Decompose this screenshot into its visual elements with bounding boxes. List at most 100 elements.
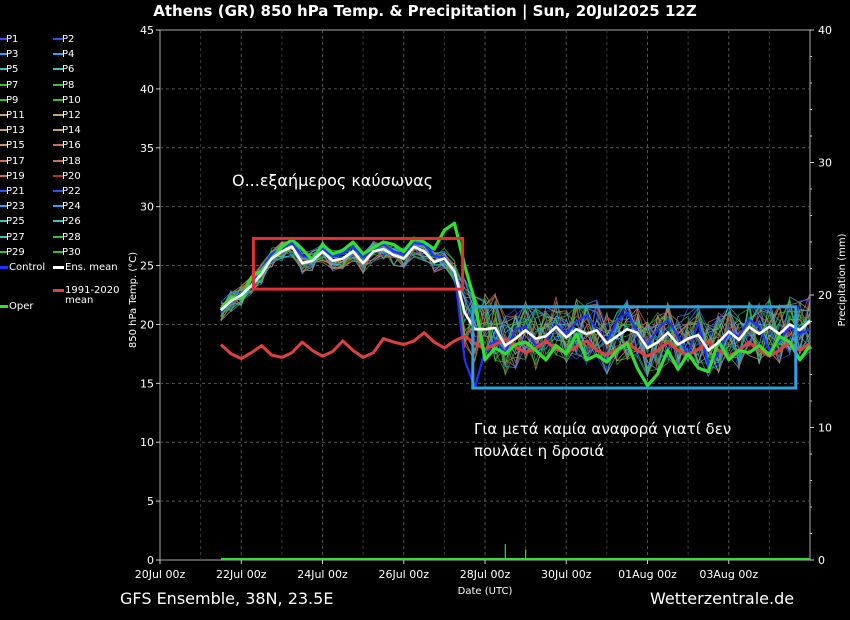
legend-swatch	[0, 205, 8, 208]
legend-swatch	[0, 304, 8, 308]
legend-swatch	[53, 98, 64, 101]
legend-label: P23	[6, 201, 25, 213]
legend-label: Ens. mean	[65, 262, 118, 273]
x-tick-label: 30Jul 00z	[541, 568, 592, 581]
legend-swatch	[0, 38, 8, 40]
y-tick-label: 45	[140, 24, 154, 37]
series-line-1991-2020-mean	[219, 331, 811, 361]
legend-swatch	[0, 144, 8, 147]
legend-label: P27	[6, 231, 25, 243]
legend-item-p23: P23	[0, 199, 25, 214]
x-tick-label: 20Jul 00z	[135, 568, 186, 581]
legend-item-p3: P3	[0, 47, 18, 62]
y2-tick-label: 30	[818, 157, 832, 170]
y2-axis-title: Precipitation (mm)	[837, 233, 848, 326]
heatwave-box	[251, 236, 465, 291]
legend-label: P28	[62, 231, 81, 243]
legend-swatch	[53, 144, 64, 147]
legend-item-p22: P22	[53, 184, 81, 199]
legend-swatch	[53, 220, 64, 223]
legend-label: P8	[62, 79, 75, 91]
legend-item-p17: P17	[0, 154, 25, 169]
legend-item-p18: P18	[53, 154, 81, 169]
y-axis-title: 850 hPa Temp. (°C)	[128, 252, 139, 348]
legend-item-p19: P19	[0, 169, 25, 184]
legend-item-p14: P14	[53, 123, 81, 138]
x-tick-label: 24Jul 00z	[297, 568, 348, 581]
legend-item-p20: P20	[53, 169, 81, 184]
legend-label: P24	[62, 201, 81, 213]
legend-swatch	[53, 205, 64, 208]
legend-swatch	[53, 159, 64, 162]
legend-swatch	[53, 53, 64, 56]
legend-label: P22	[62, 186, 81, 197]
legend-swatch	[0, 159, 8, 162]
legend-swatch	[53, 235, 64, 238]
legend-item-ens-mean: Ens. mean	[53, 260, 118, 275]
legend-item-p24: P24	[53, 199, 81, 214]
legend-item-p13: P13	[0, 123, 25, 138]
cool-period-box	[471, 305, 798, 390]
cool-period-annotation-line2: πουλάει η δροσιά	[474, 442, 605, 460]
legend-item-p16: P16	[53, 138, 81, 153]
cool-period-annotation-line1: Για μετά καμία αναφορά γιατί δεν	[474, 420, 732, 438]
legend-label: P20	[62, 170, 81, 182]
x-tick-label: 28Jul 00z	[460, 568, 511, 581]
legend-item-p28: P28	[53, 230, 81, 245]
x-tick-label: 01Aug 00z	[618, 568, 677, 581]
legend-swatch	[53, 38, 64, 40]
legend-item-p27: P27	[0, 230, 25, 245]
legend-item-p12: P12	[53, 108, 81, 123]
y2-tick-label: 10	[818, 422, 832, 435]
legend-item-p1: P1	[0, 32, 18, 47]
legend-swatch	[53, 288, 64, 292]
legend-label: P25	[6, 216, 25, 228]
series-line-ens-mean	[220, 245, 811, 352]
legend-item-p11: P11	[0, 108, 25, 123]
heatwave-annotation: Ο...εξαήμερος καύσωνας	[232, 171, 434, 190]
legend-item-p30: P30	[53, 245, 81, 260]
legend-label: P29	[6, 246, 25, 258]
legend-label: P21	[6, 186, 25, 197]
legend-label: P2	[62, 34, 75, 45]
legend-label: P13	[6, 125, 25, 137]
member-line-p29	[220, 239, 811, 376]
y2-tick-label: 20	[818, 289, 832, 302]
y-tick-label: 5	[147, 495, 154, 508]
legend-swatch	[0, 114, 8, 116]
legend-label: P9	[6, 94, 19, 106]
legend-label: P4	[62, 49, 75, 61]
legend-label: P19	[6, 170, 25, 182]
model-info: GFS Ensemble, 38N, 23.5E	[120, 589, 334, 608]
legend-label: P6	[62, 64, 75, 76]
legend-swatch	[53, 190, 64, 192]
legend-label: P11	[6, 110, 25, 121]
legend-label: P30	[62, 246, 81, 258]
series-line-oper	[219, 221, 812, 388]
legend-swatch	[53, 114, 64, 116]
legend-swatch	[53, 250, 64, 253]
y-tick-label: 10	[140, 436, 154, 449]
legend-label: P15	[6, 140, 25, 152]
y-tick-label: 30	[140, 201, 154, 214]
legend-item-p4: P4	[53, 47, 74, 62]
legend-label: Oper	[9, 301, 34, 312]
legend-item-p21: P21	[0, 184, 25, 199]
x-tick-label: 26Jul 00z	[378, 568, 429, 581]
legend-item-p6: P6	[53, 62, 74, 77]
legend-swatch	[53, 129, 64, 132]
legend-swatch	[0, 129, 8, 132]
legend-label: P14	[62, 125, 81, 137]
y-tick-label: 35	[140, 142, 154, 155]
legend-label: P1	[6, 34, 19, 45]
legend-swatch	[53, 265, 64, 269]
legend-swatch	[0, 68, 8, 71]
legend-swatch	[0, 220, 8, 223]
member-line-p30	[220, 236, 811, 376]
y-tick-label: 20	[140, 318, 154, 331]
legend-label: P17	[6, 155, 25, 167]
x-axis-title: Date (UTC)	[458, 586, 513, 597]
legend-label: P7	[6, 79, 19, 91]
legend-label: P16	[62, 140, 81, 152]
